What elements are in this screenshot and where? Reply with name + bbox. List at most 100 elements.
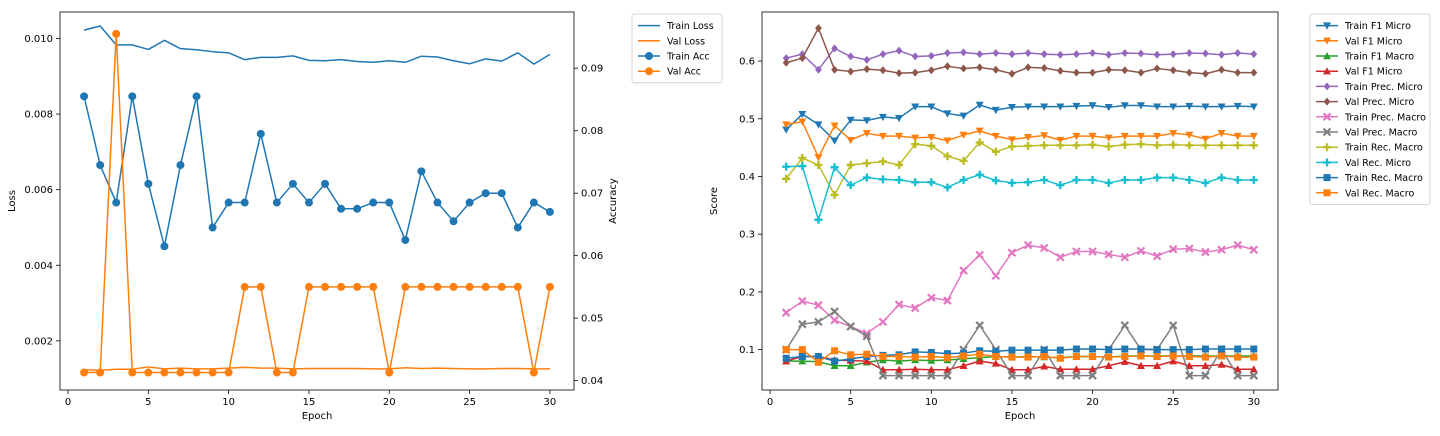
data-point [847, 355, 855, 363]
legend-label: Train Prec. Macro [1344, 112, 1426, 123]
y-tick-label: 0.010 [24, 34, 53, 45]
data-point [927, 66, 935, 75]
series-line [785, 244, 1255, 335]
legend-marker [1323, 67, 1331, 75]
data-point [1121, 353, 1129, 361]
data-point [1153, 132, 1162, 141]
data-point [1217, 245, 1226, 255]
data-point [1217, 173, 1226, 182]
data-point [910, 303, 920, 313]
data-point [831, 65, 838, 74]
data-point [959, 361, 968, 369]
data-point [814, 215, 823, 224]
legend-marker [1323, 174, 1331, 182]
legend-label: Val Rec. Macro [1345, 188, 1414, 199]
data-point [529, 198, 538, 207]
data-point [863, 65, 871, 74]
series-val-loss [84, 366, 550, 372]
data-point [943, 137, 952, 145]
data-point [1169, 50, 1177, 59]
data-point [481, 189, 490, 198]
data-point [1105, 353, 1113, 361]
data-point [449, 282, 458, 291]
x-tick-label: 30 [544, 397, 557, 408]
data-point [1024, 346, 1032, 354]
data-point [798, 346, 806, 354]
data-point [1185, 353, 1193, 361]
data-point [798, 162, 807, 171]
data-point [911, 134, 920, 142]
data-point [814, 358, 822, 366]
data-point [1040, 132, 1049, 140]
data-point [991, 271, 1001, 281]
legend-label: Train Acc [666, 52, 710, 63]
data-point [529, 368, 538, 377]
x-tick-label: 15 [303, 397, 316, 408]
y-tick-label: 0.6 [739, 57, 755, 68]
data-point [1089, 345, 1097, 353]
data-point [1072, 365, 1081, 373]
legend-marker [1323, 143, 1331, 152]
data-point [1088, 140, 1097, 149]
data-point [1137, 352, 1145, 360]
data-point [862, 173, 871, 182]
data-point [1153, 64, 1161, 73]
y-axis-label: Loss [7, 190, 18, 212]
data-point [513, 223, 522, 232]
legend-label: Val Rec. Micro [1345, 158, 1411, 169]
series-val-rec-micro [782, 162, 1258, 224]
data-point [80, 92, 89, 101]
legend-marker [645, 67, 653, 76]
data-point [1250, 50, 1258, 59]
data-point [1056, 136, 1065, 145]
series-line [83, 25, 551, 65]
data-point [782, 174, 791, 183]
data-point [975, 170, 984, 179]
data-point [385, 368, 394, 377]
data-point [1039, 243, 1049, 253]
data-point [1201, 103, 1210, 111]
data-point [1072, 175, 1081, 184]
data-point [959, 175, 968, 184]
data-point [847, 67, 855, 76]
data-point [1120, 252, 1130, 262]
data-point [1218, 65, 1225, 74]
data-point [814, 160, 823, 169]
data-point [353, 204, 362, 213]
data-point [782, 126, 791, 134]
data-point [943, 354, 951, 362]
data-point [1056, 50, 1064, 59]
data-point [879, 353, 887, 361]
data-point [1249, 245, 1259, 255]
data-point [862, 159, 871, 168]
data-point [927, 353, 935, 361]
data-point [992, 347, 1000, 355]
legend-label: Train Prec. Micro [1344, 82, 1423, 93]
data-point [1073, 68, 1080, 77]
data-point [976, 350, 984, 358]
data-point [321, 179, 330, 188]
data-point [1024, 353, 1032, 361]
data-point [1185, 68, 1193, 77]
data-point [846, 322, 855, 331]
data-point [1040, 175, 1049, 184]
data-point [895, 69, 903, 78]
data-point [863, 55, 871, 64]
data-point [831, 347, 839, 355]
data-point [1040, 103, 1049, 111]
data-point [1152, 251, 1162, 261]
data-point [1217, 103, 1226, 111]
series-line [785, 27, 1254, 75]
data-point [176, 368, 185, 377]
data-point [240, 198, 249, 207]
data-point [975, 357, 984, 365]
data-point [1072, 247, 1081, 256]
data-point [304, 198, 313, 207]
data-point [1007, 136, 1016, 144]
data-point [1250, 345, 1258, 353]
data-point [815, 65, 822, 74]
data-point [1136, 102, 1145, 110]
legend-marker [1323, 158, 1331, 167]
data-point [1137, 49, 1145, 58]
data-point [1088, 371, 1097, 380]
